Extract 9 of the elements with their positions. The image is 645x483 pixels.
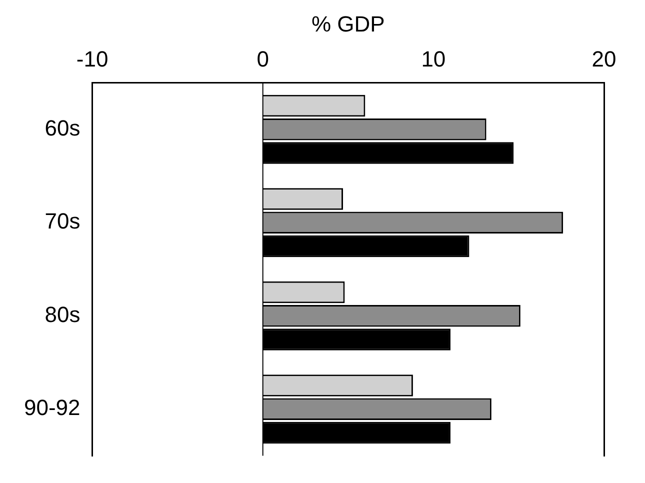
x-tick-label: 0 — [256, 46, 269, 72]
y-tick-label: 90-92 — [24, 395, 80, 420]
x-axis-title: % GDP — [311, 11, 385, 36]
x-tick-label: 20 — [592, 46, 616, 72]
y-tick-label: 70s — [44, 208, 80, 234]
x-tick-label: 10 — [421, 46, 446, 72]
y-tick-label: 80s — [44, 302, 80, 327]
y-tick-label: 60s — [44, 115, 80, 140]
x-tick-label: -10 — [76, 46, 108, 72]
